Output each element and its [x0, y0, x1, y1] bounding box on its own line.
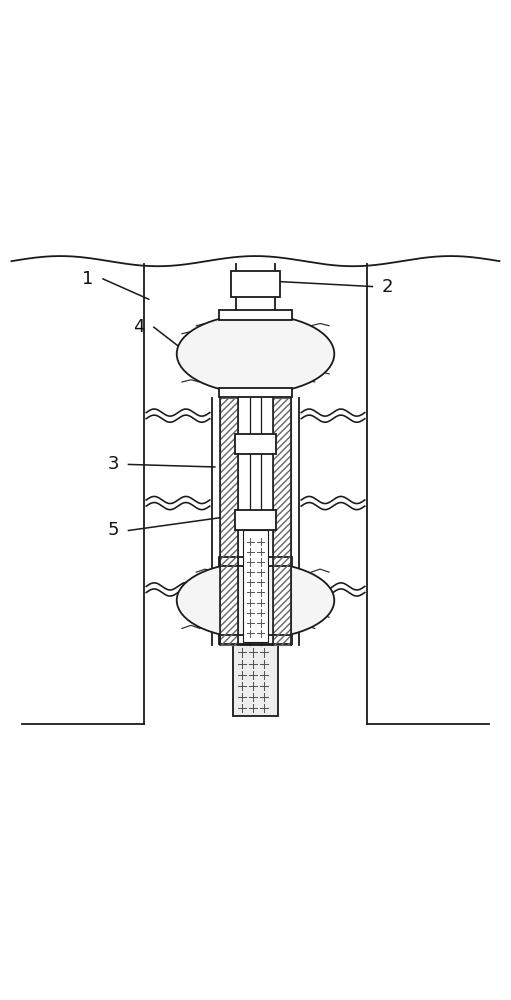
Ellipse shape	[177, 314, 334, 393]
Ellipse shape	[177, 562, 334, 638]
Bar	[220, 398, 238, 645]
Text: 1: 1	[82, 270, 94, 288]
Bar	[235, 510, 276, 530]
Text: 5: 5	[107, 521, 119, 539]
Bar	[273, 398, 291, 645]
Bar	[233, 645, 278, 716]
Text: 4: 4	[133, 318, 145, 336]
Text: 2: 2	[382, 278, 393, 296]
Bar	[243, 530, 268, 642]
Bar	[220, 398, 238, 645]
Bar	[219, 557, 292, 566]
Bar	[231, 271, 280, 297]
Bar	[219, 635, 292, 644]
Bar	[273, 398, 291, 645]
Bar	[219, 388, 292, 397]
Bar	[219, 310, 292, 320]
Text: 3: 3	[107, 455, 119, 473]
Bar	[235, 434, 276, 454]
